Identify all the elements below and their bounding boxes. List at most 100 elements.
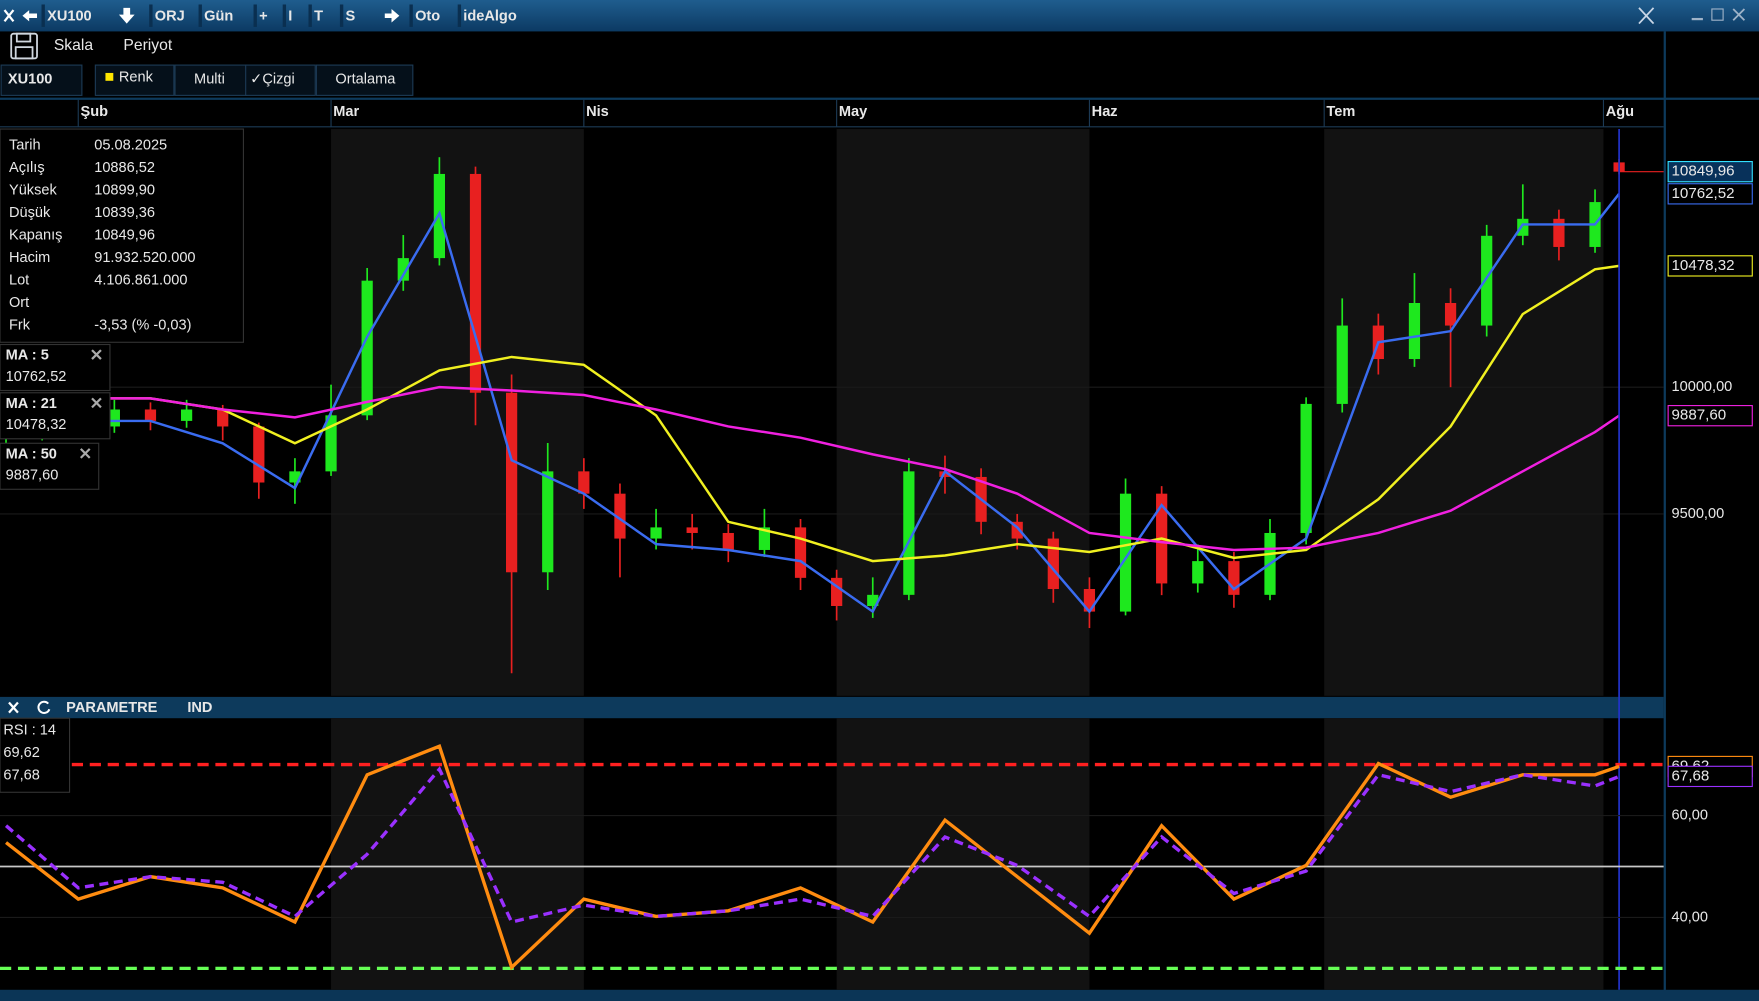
tab-label[interactable]: Renk: [119, 69, 154, 85]
ma-value-tag-box: [1667, 255, 1753, 277]
toolbar-item[interactable]: Gün: [204, 9, 233, 25]
remove-icon[interactable]: [91, 349, 102, 360]
ma-legend: [0, 343, 111, 392]
candle-body: [1336, 325, 1348, 404]
maximize-icon[interactable]: [1711, 8, 1724, 21]
candle-body: [1228, 561, 1240, 595]
separator: [0, 97, 1759, 100]
status-bar: [0, 989, 1759, 1001]
back-icon[interactable]: [22, 10, 38, 22]
candle-body: [831, 577, 843, 607]
panel-header-label[interactable]: IND: [187, 700, 212, 716]
toolbar-button[interactable]: [308, 4, 312, 27]
info-value: 10886,52: [94, 160, 155, 176]
minimize-icon[interactable]: [1691, 17, 1703, 21]
info-label: Tarih: [9, 138, 41, 154]
info-label: Yüksek: [9, 183, 58, 199]
candle-body: [722, 532, 734, 550]
remove-icon[interactable]: [79, 448, 91, 459]
window-close-icon[interactable]: [1732, 8, 1746, 21]
candle-body: [614, 493, 626, 539]
toolbar-button[interactable]: [282, 4, 287, 27]
ma-legend-name: MA : 21: [6, 396, 57, 412]
toolbar-button[interactable]: [409, 4, 413, 27]
tab[interactable]: [0, 64, 83, 96]
menu-item[interactable]: Periyot: [123, 37, 172, 54]
down-icon[interactable]: [118, 7, 135, 24]
save-icon[interactable]: [10, 32, 38, 60]
tab-label[interactable]: XU100: [8, 72, 53, 88]
toolbar-item[interactable]: ideAlgo: [463, 9, 517, 25]
info-panel: [0, 128, 244, 343]
candle-body: [361, 280, 373, 416]
info-value: 10839,36: [94, 205, 155, 221]
ma-legend-value: 10762,52: [6, 369, 67, 385]
toolbar-item[interactable]: I: [288, 9, 292, 25]
toolbar-item[interactable]: Oto: [415, 9, 440, 25]
y-tick-label: 9500,00: [1671, 506, 1724, 522]
toolbar-item[interactable]: +: [259, 9, 268, 25]
rsi-legend-value: 69,62: [3, 745, 39, 761]
rsi-legend-value: 67,68: [3, 767, 39, 783]
x-tick-label: Şub: [80, 104, 108, 120]
candle-body: [758, 527, 771, 550]
toolbar-item[interactable]: T: [314, 9, 323, 25]
month-band: [1324, 129, 1604, 696]
toolbar-button[interactable]: [41, 4, 45, 27]
y-tick-label: 60,00: [1671, 807, 1707, 823]
month-band: [331, 129, 584, 696]
ma-value-tag: 10762,52: [1671, 185, 1734, 202]
panel-header-label[interactable]: PARAMETRE: [66, 700, 158, 716]
toolbar-item[interactable]: ORJ: [155, 9, 185, 25]
toolbar-button[interactable]: [339, 4, 344, 27]
remove-icon[interactable]: [91, 397, 102, 409]
candle-body: [867, 594, 879, 607]
candle-body: [289, 471, 301, 483]
candle-body: [1192, 561, 1204, 584]
rsi-value-tag-box: [1667, 765, 1753, 788]
panel-header-bar: [0, 696, 1664, 719]
info-value: 10899,90: [94, 183, 155, 199]
candle-body: [903, 471, 915, 595]
x-logo[interactable]: [1638, 7, 1655, 25]
title-bar: [0, 0, 1759, 32]
ma-legend-name: MA : 5: [6, 348, 49, 364]
tab-label[interactable]: ✓Çizgi: [250, 72, 295, 88]
candle-body: [1119, 493, 1132, 612]
info-label: Frk: [9, 317, 31, 333]
info-label: Açılış: [9, 160, 45, 176]
info-label: Hacim: [9, 250, 50, 266]
tab[interactable]: [315, 64, 414, 96]
ma-line: [6, 385, 1620, 552]
tab[interactable]: [174, 64, 248, 96]
panel-close-icon[interactable]: [8, 701, 19, 714]
forward-icon[interactable]: [384, 8, 400, 23]
candle-body: [397, 258, 409, 281]
x-tick-label: Ağu: [1606, 104, 1634, 120]
close-icon[interactable]: [3, 9, 15, 23]
toolbar-button[interactable]: [253, 4, 257, 27]
info-label: Lot: [9, 272, 29, 288]
menu-item[interactable]: Skala: [54, 37, 94, 54]
tab-label[interactable]: Ortalama: [335, 72, 396, 88]
toolbar-item[interactable]: S: [346, 9, 356, 25]
toolbar-button[interactable]: [457, 4, 462, 27]
ma-line: [5, 193, 1621, 614]
refresh-icon[interactable]: [37, 700, 51, 714]
ma-value-tag: 10478,32: [1671, 257, 1734, 274]
x-tick-label: May: [839, 104, 868, 120]
candle-body: [686, 527, 698, 533]
toolbar-item[interactable]: XU100: [47, 9, 92, 25]
toolbar-button[interactable]: [149, 4, 153, 27]
month-band: [836, 718, 1090, 990]
tab[interactable]: [245, 64, 316, 96]
ma-legend-name: MA : 50: [6, 446, 57, 462]
candle-body: [1011, 521, 1023, 539]
candle-body: [1481, 235, 1493, 326]
tab-label[interactable]: Multi: [194, 72, 225, 88]
candle-body: [180, 409, 193, 421]
x-tick-label: Mar: [333, 104, 359, 120]
toolbar-button[interactable]: [198, 4, 202, 27]
